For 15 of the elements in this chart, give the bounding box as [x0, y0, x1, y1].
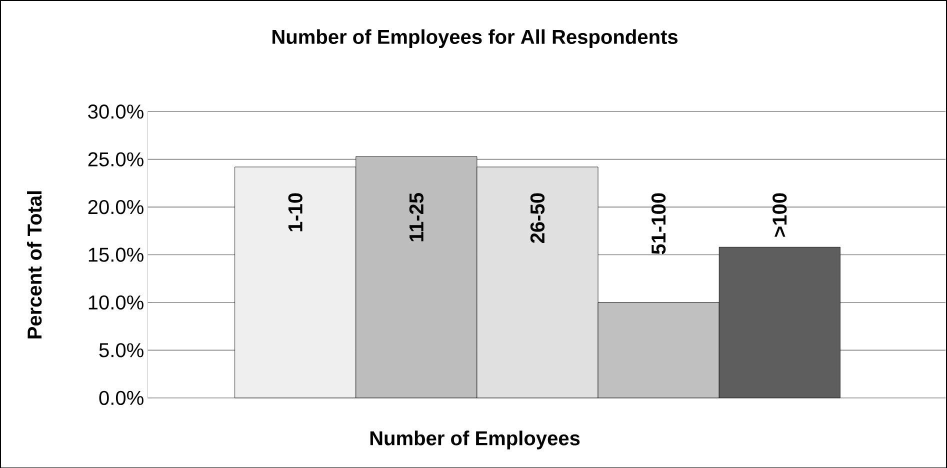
x-axis-title: Number of Employees — [370, 430, 580, 450]
x-tick-label: 11-25 — [409, 192, 424, 242]
x-tick-label: 51-100 — [651, 193, 666, 254]
y-tick-label: 30.0% — [88, 104, 144, 118]
x-tick-label: >100 — [772, 193, 787, 236]
x-tick-label: 26-50 — [530, 193, 545, 243]
y-tick-label: 10.0% — [88, 295, 144, 310]
y-axis-title: Percent of Total — [27, 191, 42, 338]
y-tick-label: 20.0% — [88, 200, 144, 214]
y-tick-label: 5.0% — [99, 342, 144, 358]
x-tick-label: 1-10 — [288, 193, 302, 232]
chart-title: Number of Employees for All Respondents — [272, 29, 678, 48]
y-tick-label: 0.0% — [99, 390, 144, 405]
y-tick-label: 15.0% — [88, 247, 144, 262]
y-tick-label: 25.0% — [88, 152, 144, 166]
